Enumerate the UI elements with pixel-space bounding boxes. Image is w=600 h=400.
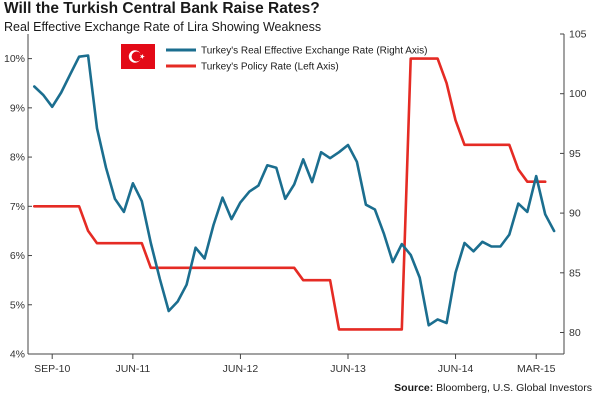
left-axis-tick-label: 8% [10, 152, 25, 164]
x-axis-tick-label: JUN-14 [438, 363, 474, 375]
right-axis-tick-label: 85 [569, 267, 581, 279]
x-axis-tick-label: JUN-13 [330, 363, 366, 375]
exchange-rate-series-line [32, 54, 556, 327]
flag-crescent-inner [131, 51, 142, 62]
right-axis-tick-label: 80 [569, 327, 581, 339]
series-layer [32, 54, 556, 331]
left-axis-tick-label: 6% [10, 250, 25, 262]
left-axis-tick-label: 10% [4, 53, 25, 65]
right-axis-tick-label: 100 [569, 88, 587, 100]
legend-exchange-rate-label: Turkey's Real Effective Exchange Rate (R… [201, 46, 427, 57]
x-axis-tick-label: SEP-10 [34, 363, 70, 375]
legend-policy-rate-label: Turkey's Policy Rate (Left Axis) [201, 62, 339, 73]
right-axis-tick-label: 105 [569, 29, 587, 41]
x-axis-tick-label: MAR-15 [517, 363, 556, 375]
left-axis-tick-label: 9% [10, 102, 25, 114]
flag-star [140, 53, 145, 60]
left-axis-tick-label: 5% [10, 299, 25, 311]
left-axis-tick-label: 7% [10, 201, 25, 213]
source-label: Source: [394, 382, 434, 394]
chart-subtitle: Real Effective Exchange Rate of Lira Sho… [4, 20, 322, 34]
axes: 4% 5% 6% 7% 8% 9% 10% 80 85 90 95 100 105 SEP-10 JUN-1… [4, 29, 587, 376]
source-text: Bloomberg, U.S. Global Investors [436, 382, 592, 394]
chart-title: Will the Turkish Central Bank Raise Rate… [4, 0, 320, 17]
right-axis-tick-label: 95 [569, 148, 581, 160]
policy-rate-series-line [32, 57, 547, 331]
x-axis-tick-label: JUN-12 [223, 363, 259, 375]
left-axis-tick-label: 4% [10, 349, 25, 361]
source-note: Source: Bloomberg, U.S. Global Investors [394, 382, 592, 394]
right-axis-tick-label: 90 [569, 208, 581, 220]
x-axis-tick-label: JUN-11 [115, 363, 150, 375]
legend: Turkey's Real Effective Exchange Rate (R… [121, 44, 427, 73]
